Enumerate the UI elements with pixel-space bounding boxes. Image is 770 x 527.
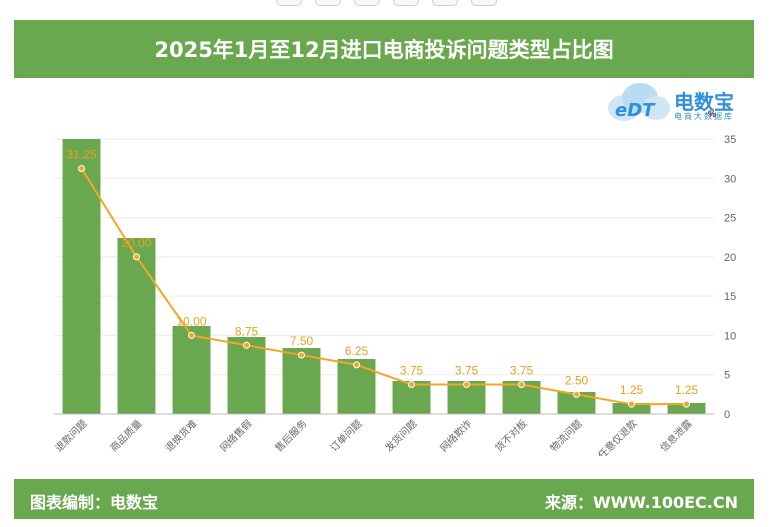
chart-footer: 图表编制：电数宝 来源：WWW.100EC.CN — [14, 479, 754, 519]
tab-handle[interactable] — [432, 0, 458, 6]
bar — [612, 403, 651, 414]
y-tick-label: 0 — [724, 409, 730, 421]
combo-chart: 0 5 10 15 20 25 30 35 退款问题 商品质量 退换货难 网络售假 售后服务 订单问题发… — [52, 134, 736, 456]
logo-subtitle: 电商大数据库 — [674, 112, 734, 121]
percent-unit: % — [708, 109, 717, 119]
cloud-logo-icon: eDT — [608, 83, 670, 121]
y-tick-label: 30 — [724, 173, 736, 185]
line-point — [518, 381, 525, 389]
x-tick-label: 商品质量 — [107, 417, 144, 454]
data-labels: 31.25 20.00 10.00 8.75 7.50 6.25 3.75 3.75 3.75 2… — [66, 147, 698, 397]
data-label: 2.50 — [565, 373, 589, 387]
line-point — [463, 381, 470, 389]
data-label: 3.75 — [510, 364, 534, 378]
tab-handle[interactable] — [315, 0, 341, 6]
footer-source: 来源：WWW.100EC.CN — [544, 493, 738, 512]
data-label: 3.75 — [400, 364, 424, 378]
y-tick-label: 20 — [724, 252, 736, 264]
tab-handle[interactable] — [471, 0, 497, 6]
x-tick-label: 货不对板 — [492, 417, 529, 454]
line-point — [188, 331, 195, 339]
line-series — [78, 164, 690, 408]
bar — [172, 326, 211, 414]
line-point — [573, 390, 580, 398]
trend-line — [80, 167, 687, 406]
data-label: 31.25 — [66, 147, 96, 161]
x-axis-labels: 退款问题 商品质量 退换货难 网络售假 售后服务 订单问题 发货问题 网络欺诈 货不对板 物流问题… — [52, 417, 694, 456]
line-point — [133, 253, 140, 261]
data-label: 3.75 — [455, 364, 479, 378]
top-tab-strip — [276, 0, 497, 6]
bar — [282, 348, 321, 414]
x-tick-label: 任意仅退款 — [595, 417, 640, 456]
brand-logo: eDT 电数宝 电商大数据库 % — [604, 80, 754, 125]
line-point — [408, 381, 415, 389]
tab-handle[interactable] — [393, 0, 419, 6]
x-tick-label: 退换货难 — [162, 417, 199, 454]
data-label: 8.75 — [235, 324, 259, 338]
chart-title: 2025年1月至12月进口电商投诉问题类型占比图 — [154, 38, 614, 62]
x-tick-label: 网络欺诈 — [437, 417, 474, 454]
line-point — [243, 341, 250, 349]
y-axis-ticks: 0 5 10 15 20 25 30 35 — [724, 134, 736, 421]
data-label: 1.25 — [620, 383, 644, 397]
x-tick-label: 物流问题 — [547, 417, 584, 454]
y-tick-label: 35 — [724, 134, 736, 146]
y-tick-label: 10 — [724, 330, 736, 342]
data-label: 7.50 — [290, 334, 314, 348]
logo-name: 电数宝 — [674, 90, 734, 114]
bar — [667, 403, 706, 414]
y-tick-label: 25 — [724, 213, 736, 225]
data-label: 1.25 — [675, 383, 699, 397]
tab-handle[interactable] — [276, 0, 302, 6]
data-label: 10.00 — [176, 314, 206, 328]
bar — [227, 337, 266, 414]
x-tick-label: 订单问题 — [327, 417, 364, 454]
tab-handle[interactable] — [354, 0, 380, 6]
y-tick-label: 15 — [724, 291, 736, 303]
bar — [117, 238, 156, 414]
x-tick-label: 退款问题 — [52, 417, 89, 454]
bar — [62, 139, 101, 414]
line-point — [628, 400, 635, 408]
line-point — [353, 361, 360, 369]
chart-header: 2025年1月至12月进口电商投诉问题类型占比图 — [14, 20, 754, 78]
line-point — [298, 351, 305, 359]
footer-credit: 图表编制：电数宝 — [30, 493, 159, 512]
bar — [557, 392, 596, 414]
logo-icon-text: eDT — [615, 100, 656, 121]
bar-series — [62, 139, 706, 414]
data-label: 6.25 — [345, 344, 369, 358]
x-tick-label: 信息泄露 — [657, 417, 694, 454]
line-point — [78, 164, 85, 172]
y-tick-label: 5 — [724, 370, 730, 382]
x-tick-label: 售后服务 — [272, 417, 309, 454]
x-tick-label: 网络售假 — [217, 417, 254, 454]
data-label: 20.00 — [121, 236, 151, 250]
line-point — [683, 400, 690, 408]
x-tick-label: 发货问题 — [382, 417, 419, 454]
